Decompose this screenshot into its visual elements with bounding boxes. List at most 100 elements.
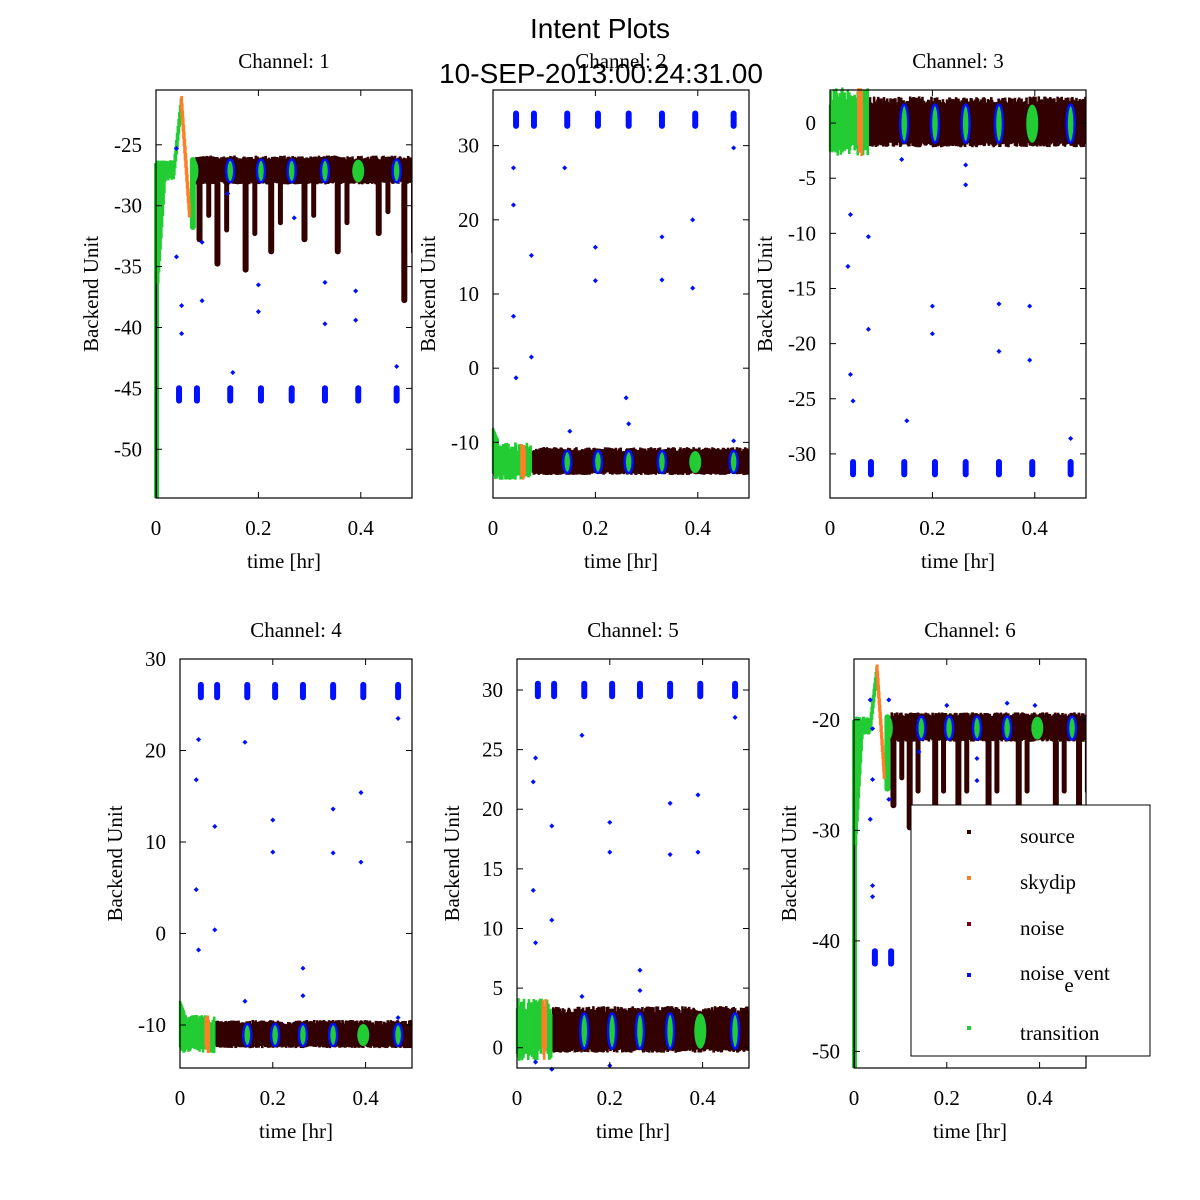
x-tick-label: 0.2 [582, 516, 608, 540]
source-dip-mark [344, 181, 350, 226]
subplot-title: Channel: 5 [587, 618, 679, 642]
noise-event-segment [392, 1022, 404, 1048]
series-skydip [541, 999, 547, 1060]
noise-event-cluster [530, 110, 537, 129]
noise-event-point [255, 309, 261, 315]
noise-event-segment [579, 1012, 590, 1050]
transition-mark [529, 445, 533, 473]
plot-area [828, 87, 1086, 478]
noise-event-point [230, 370, 236, 376]
noise-event-point [510, 202, 517, 208]
y-axis-label: Backend Unit [777, 805, 801, 921]
noise-event-segment [255, 158, 267, 184]
noise-event-point [510, 165, 517, 171]
noise-event-point [193, 887, 199, 893]
transition-mark [694, 1013, 707, 1049]
noise-event-point [1004, 700, 1010, 706]
noise-event-point [847, 212, 854, 218]
noise-event-point [667, 852, 673, 858]
noise-event-segment [993, 103, 1005, 145]
noise-event-point [626, 421, 632, 427]
noise-event-segment [971, 715, 983, 741]
noise-event-cluster [299, 681, 306, 701]
y-tick-label: -15 [788, 276, 816, 300]
noise-event-point [996, 301, 1002, 307]
skydip-mark [860, 92, 863, 157]
series-skydip [204, 1015, 210, 1054]
y-tick-label: 0 [493, 1036, 504, 1060]
noise-event-cluster [227, 385, 234, 404]
noise-event-point [353, 317, 359, 323]
figure-title: Intent Plots [530, 13, 670, 44]
noise-event-point [394, 363, 400, 370]
noise-event-point [690, 285, 696, 291]
noise-event-segment [561, 449, 573, 475]
legend-item-transition: transition [967, 1021, 1100, 1045]
noise-event-point [530, 779, 536, 785]
legend-marker-transition [967, 1026, 971, 1030]
noise-event-point [974, 755, 980, 762]
noise-event-point [358, 790, 364, 796]
source-dip-mark [206, 181, 212, 218]
noise-event-cluster [244, 681, 251, 701]
legend-label-noise-event-sub: e [1064, 973, 1073, 997]
y-tick-label: -40 [812, 929, 840, 953]
legend-label-noise-event: noiseevent [1020, 961, 1110, 997]
subplot-title: Channel: 6 [924, 618, 1016, 642]
x-tick-label: 0.4 [348, 516, 375, 540]
noise-event-cluster [636, 680, 643, 700]
noise-event-point [291, 215, 297, 221]
y-tick-label: 15 [482, 857, 503, 881]
x-axis-label: time [hr] [584, 549, 658, 573]
x-tick-label: 0.4 [685, 516, 712, 540]
legend-label-noise: noise [1020, 916, 1064, 940]
x-axis-label: time [hr] [921, 549, 995, 573]
x-axis-label: time [hr] [933, 1119, 1007, 1143]
noise-event-cluster [730, 110, 737, 129]
noise-event-point [996, 348, 1002, 354]
axes-box [179, 658, 413, 1069]
transition-mark [1031, 716, 1044, 740]
noise-event-point [944, 702, 950, 708]
y-axis-label: Backend Unit [79, 236, 103, 352]
y-tick-label: 20 [145, 738, 166, 762]
noise-event-point [886, 796, 892, 802]
skydip-mark [878, 711, 882, 726]
noise-event-point [199, 298, 205, 304]
noise-event-point [886, 697, 892, 703]
legend-label-transition: transition [1020, 1021, 1100, 1045]
transition-mark [357, 1023, 370, 1047]
noise-event-cluster [272, 681, 279, 701]
noise-event-point [870, 776, 876, 783]
x-tick-label: 0.2 [245, 516, 271, 540]
transition-mark [689, 451, 702, 474]
plot-area [154, 96, 412, 498]
subplot-channel-5: 0 0.2 0.4 0 5 10 15 20 25 30 Channel: 5 time [hr] Ba… [440, 618, 750, 1143]
noise-event-point [358, 859, 364, 865]
y-tick-label: 10 [458, 282, 479, 306]
transition-mark [860, 721, 864, 740]
y-tick-label: -35 [114, 255, 142, 279]
noise-event-cluster [393, 385, 400, 404]
y-tick-label: -10 [138, 1013, 166, 1037]
y-tick-label: 20 [458, 208, 479, 232]
series-noise-event [173, 145, 402, 404]
legend-box [910, 804, 1151, 1057]
source-mark [410, 158, 412, 183]
noise-event-cluster [1029, 459, 1036, 478]
noise-event-cluster [330, 681, 337, 701]
subplot-channel-2: 0 0.2 0.4 -10 0 10 20 30 Channel: 2 time [hr] Back… [416, 49, 750, 573]
subplot-channel-3: 0 0.2 0.4 -30 -25 -20 -15 -10 -5 0 Channel: 3 time … [753, 49, 1087, 573]
skydip-mark [187, 202, 191, 218]
noise-event-segment [242, 1022, 253, 1048]
noise-event-point [845, 263, 851, 269]
noise-event-point [353, 288, 359, 294]
noise-event-segment [269, 1022, 281, 1048]
noise-event-segment [943, 715, 955, 741]
source-dip-mark [941, 738, 947, 794]
series-skydip [180, 96, 191, 218]
subplot-title: Channel: 3 [912, 49, 1004, 73]
y-tick-label: -30 [114, 194, 142, 218]
source-mark [1084, 96, 1086, 144]
